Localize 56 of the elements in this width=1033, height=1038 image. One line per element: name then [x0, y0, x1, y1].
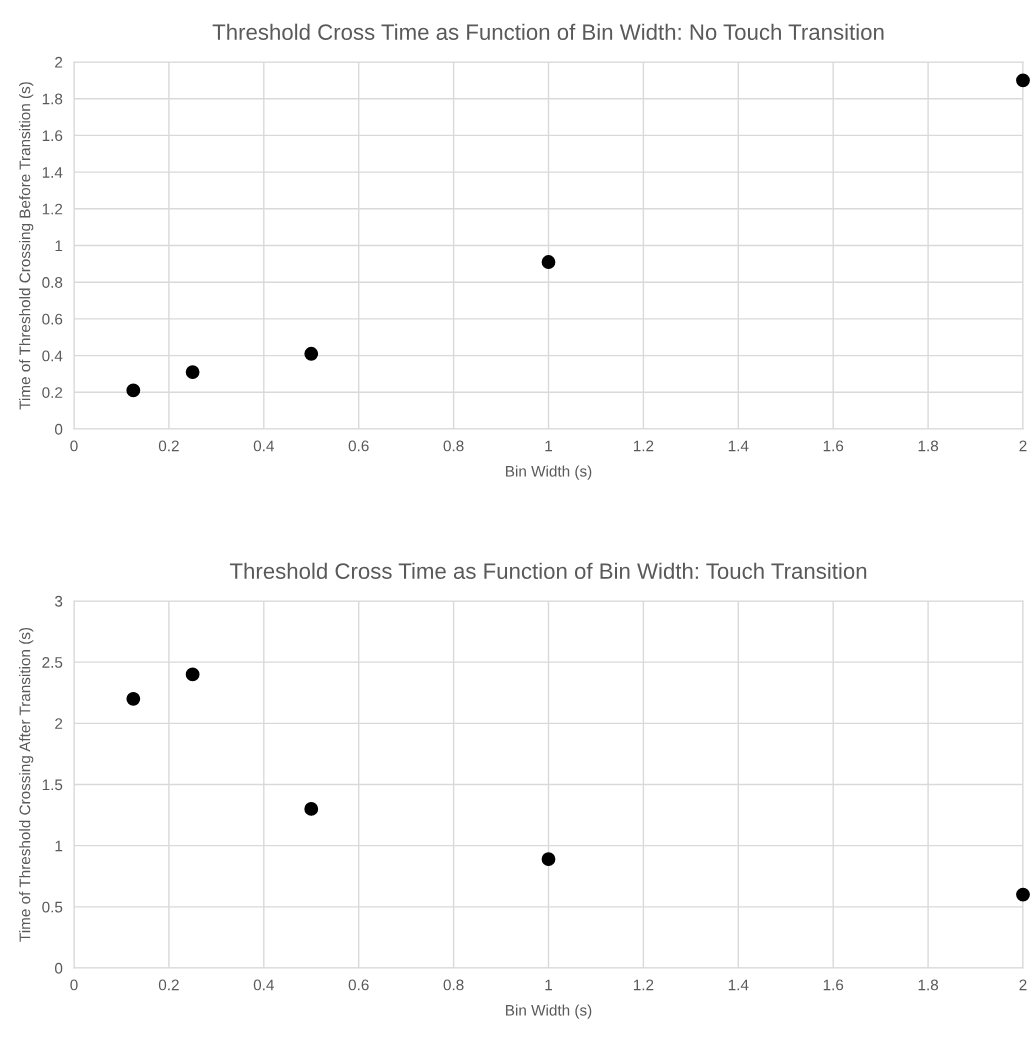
x-tick-label: 1.8: [918, 440, 939, 452]
x-tick-label: 2: [1019, 979, 1027, 991]
x-tick-label: 0: [70, 440, 78, 452]
y-tick-label: 1.6: [42, 130, 63, 142]
y-axis-title: Time of Threshold Crossing Before Transition (s): [19, 82, 34, 410]
x-tick-label: 1.6: [823, 979, 844, 991]
y-tick-label: 2.5: [42, 657, 63, 668]
x-tick-label: 1: [545, 440, 552, 452]
point: [185, 365, 200, 380]
y-tick-label: 0.2: [42, 387, 63, 398]
y-tick-label: 2: [55, 718, 63, 729]
y-tick-label: 0: [54, 962, 63, 974]
chart-title: Threshold Cross Time as Function of Bin Width: No Touch Transition: [212, 23, 884, 40]
y-tick-label: 1.2: [42, 203, 63, 215]
x-tick-label: 0.4: [253, 440, 274, 452]
point: [126, 383, 141, 398]
point: [1016, 73, 1030, 88]
x-tick-label: 1: [545, 979, 552, 991]
y-tick-label: 1.4: [42, 167, 63, 178]
x-tick-label: 0.6: [348, 440, 369, 452]
point: [304, 346, 319, 361]
y-tick-label: 1.8: [42, 93, 63, 105]
y-tick-label: 0.4: [42, 350, 63, 362]
x-tick-label: 1.8: [918, 979, 939, 991]
x-tick-label: 0.6: [348, 979, 369, 991]
point: [126, 691, 141, 706]
chart-title: Threshold Cross Time as Function of Bin Width: Touch Transition: [229, 562, 867, 579]
y-tick-label: 2: [55, 56, 63, 68]
y-tick-label: 1.5: [42, 779, 63, 791]
x-tick-label: 1.4: [728, 440, 749, 452]
point: [304, 802, 319, 816]
x-tick-label: 1.2: [633, 440, 654, 452]
x-axis-title: Bin Width (s): [506, 465, 592, 480]
x-tick-label: 0.2: [158, 440, 179, 452]
y-tick-label: 0: [54, 423, 63, 435]
x-tick-label: 0: [70, 979, 78, 991]
x-tick-label: 0.2: [158, 979, 179, 991]
point: [541, 852, 556, 867]
x-tick-label: 2: [1019, 440, 1027, 452]
x-tick-label: 1.6: [823, 440, 844, 452]
y-tick-label: 1: [55, 240, 63, 252]
x-tick-label: 0.8: [443, 979, 464, 991]
point: [1016, 887, 1030, 902]
y-tick-label: 0.8: [42, 277, 63, 288]
x-tick-label: 1.4: [728, 979, 749, 991]
x-tick-label: 0.8: [443, 440, 464, 452]
x-tick-label: 1.2: [633, 979, 654, 991]
y-tick-label: 0.6: [42, 313, 63, 325]
point: [541, 255, 556, 269]
y-tick-label: 1: [55, 840, 63, 852]
x-tick-label: 0.4: [253, 979, 274, 991]
y-tick-label: 3: [54, 595, 63, 607]
y-axis-title: Time of Threshold Crossing After Transition (s): [19, 627, 34, 942]
y-tick-label: 0.5: [42, 901, 63, 913]
point: [185, 667, 200, 682]
x-axis-title: Bin Width (s): [506, 1004, 592, 1019]
